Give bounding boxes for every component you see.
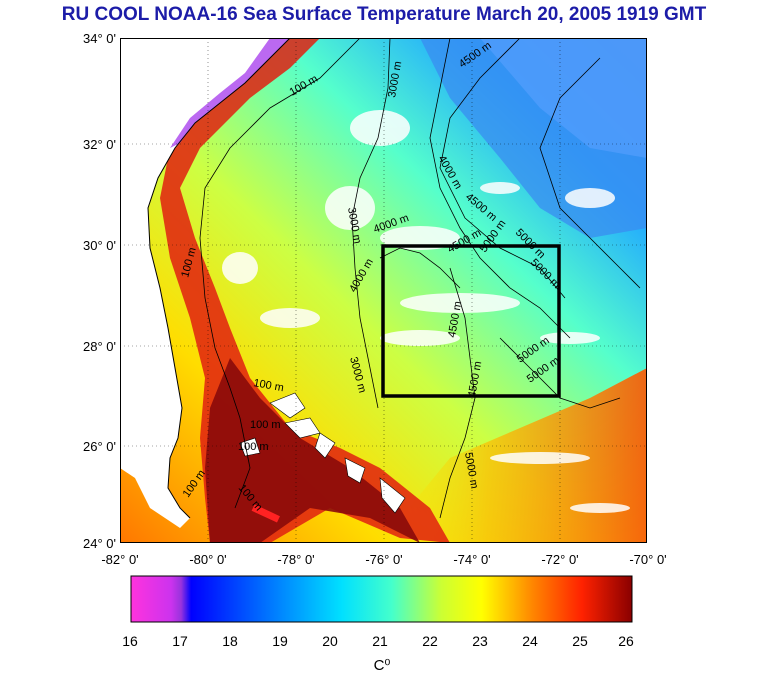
map-title: RU COOL NOAA-16 Sea Surface Temperature … — [61, 4, 707, 25]
lon-label-70: -70° 0' — [629, 552, 667, 567]
lon-label-74: -74° 0' — [453, 552, 491, 567]
cool-northeast-2 — [480, 38, 647, 158]
lat-label-32: 32° 0' — [83, 137, 116, 152]
lon-label-78: -78° 0' — [277, 552, 315, 567]
bahamas-islands — [239, 392, 406, 514]
lon-label-82: -82° 0' — [101, 552, 139, 567]
colorbar-tick: 26 — [618, 633, 634, 649]
colorbar-unit: C⁰ — [373, 657, 391, 674]
study-area-box — [381, 244, 561, 398]
gulf-stream-core — [205, 358, 420, 543]
lat-label-34: 34° 0' — [83, 31, 116, 46]
colorbar — [130, 575, 633, 623]
coastline — [147, 38, 291, 519]
land-mainland — [120, 38, 290, 528]
depth-label: 100 m — [252, 377, 284, 394]
lat-label-28: 28° 0' — [83, 339, 116, 354]
bathymetry-contours — [199, 38, 641, 519]
coast-cold-band — [170, 38, 290, 148]
colorbar-gradient — [130, 575, 633, 623]
lat-label-24: 24° 0' — [83, 536, 116, 551]
colorbar-tick: 22 — [422, 633, 438, 649]
sst-map: 100 m 100 m 100 m 100 m 100 m 100 m 100 … — [120, 38, 647, 543]
colorbar-tick: 19 — [272, 633, 288, 649]
cloud-patches — [222, 110, 630, 513]
lat-label-30: 30° 0' — [83, 238, 116, 253]
colorbar-tick: 25 — [572, 633, 588, 649]
colorbar-tick: 18 — [222, 633, 238, 649]
colorbar-tick: 17 — [172, 633, 188, 649]
lon-label-76: -76° 0' — [365, 552, 403, 567]
colorbar-tick: 23 — [472, 633, 488, 649]
lat-label-26: 26° 0' — [83, 439, 116, 454]
cuba-tip — [251, 504, 280, 523]
colorbar-tick: 24 — [522, 633, 538, 649]
colorbar-tick: 20 — [322, 633, 338, 649]
colorbar-tick: 21 — [372, 633, 388, 649]
depth-label: 100 m — [250, 419, 281, 431]
depth-label: 100 m — [238, 441, 269, 453]
lon-label-80: -80° 0' — [189, 552, 227, 567]
colorbar-tick: 16 — [122, 633, 138, 649]
lon-label-72: -72° 0' — [541, 552, 579, 567]
map-frame — [120, 38, 647, 543]
